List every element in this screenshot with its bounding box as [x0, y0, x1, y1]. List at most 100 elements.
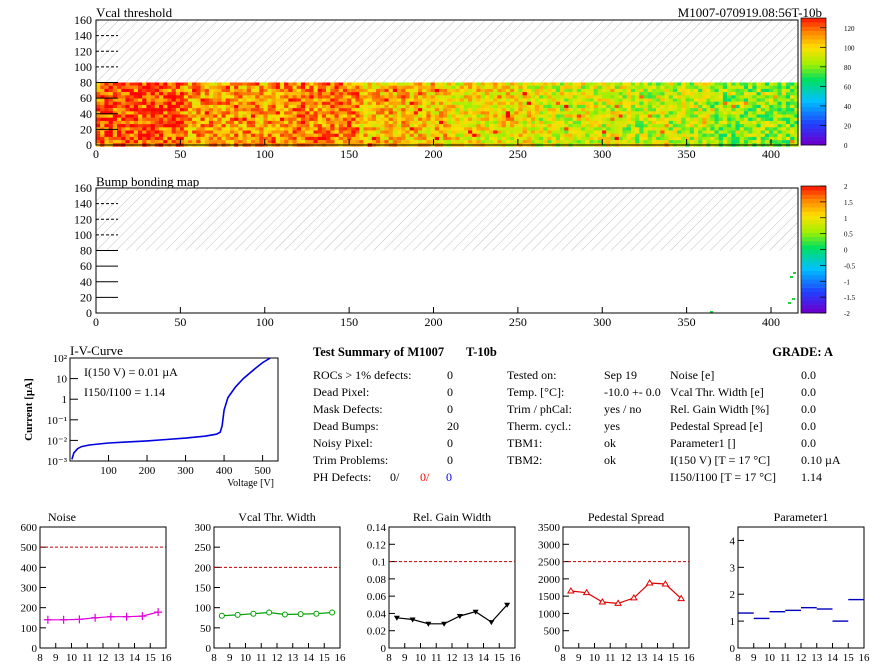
palette-band	[801, 56, 826, 61]
small-y-tick-label: 0.14	[367, 522, 387, 534]
ph-defects-v2: 0/	[420, 470, 430, 484]
small-x-tick-label: 12	[796, 652, 807, 664]
small-y-tick-label: 0	[32, 643, 38, 655]
small-y-tick-label: 100	[195, 603, 212, 615]
small-y-tick-label: 0.02	[367, 626, 386, 638]
summary-left-label: ROCs > 1% defects:	[313, 368, 411, 382]
data-point	[488, 620, 495, 626]
small-y-tick-label: 0	[555, 643, 561, 655]
bump-defect-pixel	[792, 298, 795, 300]
y-tick-label: 80	[80, 76, 92, 90]
palette-band	[801, 77, 826, 82]
summary-mid-value: ok	[604, 453, 616, 467]
x-tick-label: 300	[593, 315, 611, 329]
small-x-tick-label: 15	[145, 652, 157, 664]
y-tick-label: 160	[74, 13, 92, 27]
palette-tick-label: 40	[844, 103, 852, 111]
palette-band	[801, 236, 826, 242]
summary-left-value: 0	[447, 368, 453, 382]
palette-band	[801, 266, 826, 271]
small-chart-title: Noise	[48, 510, 76, 524]
summary-right-value: 1.14	[801, 470, 822, 484]
small-y-tick-label: 2000	[538, 574, 561, 586]
y-tick-label: 20	[80, 122, 92, 136]
x-tick-label: 150	[340, 147, 358, 161]
palette-band	[801, 115, 826, 120]
small-chart-frame	[213, 526, 341, 649]
y-tick-label: 0	[86, 138, 92, 152]
small-x-tick-label: 16	[335, 652, 347, 664]
ph-defects-v3: 0	[446, 470, 452, 484]
color-palette: 2 1.5 1 0.5 0 -0.5 -1 -1.5 -2	[800, 183, 856, 318]
x-tick-label: 200	[425, 315, 443, 329]
small-y-tick-label: 200	[21, 603, 38, 615]
y-tick-label: 80	[80, 244, 92, 258]
summary-left-label: Trim Problems:	[313, 453, 388, 467]
summary-left-value: 0	[447, 402, 453, 416]
data-point	[456, 614, 463, 620]
palette-tick-label: -0.5	[844, 262, 856, 270]
summary-right-label: Rel. Gain Width [%]	[670, 402, 769, 416]
summary-right-value: 0.0	[801, 402, 816, 416]
small-x-tick-label: 16	[684, 652, 696, 664]
palette-band	[801, 296, 826, 301]
small-x-tick-label: 8	[560, 652, 566, 664]
palette-band	[801, 102, 826, 108]
data-point	[313, 610, 320, 617]
palette-band	[801, 111, 826, 116]
y-tick-label: 140	[74, 29, 92, 43]
small-y-tick-label: 500	[21, 542, 38, 554]
palette-band	[801, 308, 826, 314]
summary-mid-value: ok	[604, 436, 616, 450]
data-point	[154, 608, 163, 617]
palette-band	[801, 43, 826, 48]
x-tick-label: 150	[340, 315, 358, 329]
small-chart-vcal-thr-width: Vcal Thr. Width 0 50 100 150 200 250 300 8 9 10 11 1…	[195, 510, 347, 664]
small-y-tick-label: 0.08	[367, 574, 387, 586]
palette-tick-label: 20	[844, 122, 852, 130]
summary-right-value: 0.0	[801, 385, 816, 399]
small-x-tick-label: 14	[652, 652, 664, 664]
summary-left-label: Mask Defects:	[313, 402, 383, 416]
palette-band	[801, 245, 826, 250]
small-y-tick-label: 3	[730, 562, 736, 574]
palette-band	[801, 64, 826, 70]
small-x-tick-label: 8	[37, 652, 43, 664]
data-point	[43, 615, 52, 624]
y-tick-label: 40	[80, 107, 92, 121]
color-palette: 120 100 80 60 40 20 0	[800, 17, 855, 150]
small-x-tick-label: 11	[605, 652, 616, 664]
iv-series-line	[71, 357, 271, 460]
small-y-tick-label: 200	[195, 562, 212, 574]
small-x-tick-label: 12	[272, 652, 283, 664]
palette-band	[801, 241, 826, 246]
iv-x-tick-label: 100	[100, 465, 117, 477]
summary-right-label: Parameter1 []	[670, 436, 736, 450]
small-x-tick-label: 8	[735, 652, 741, 664]
small-x-tick-label: 16	[859, 652, 871, 664]
palette-band	[801, 249, 826, 255]
small-x-tick-label: 14	[827, 652, 839, 664]
small-chart-title: Vcal Thr. Width	[238, 510, 315, 524]
palette-band	[801, 51, 826, 57]
iv-annotation-i150: I(150 V) = 0.01 µA	[84, 365, 178, 379]
vcal-threshold-title: Vcal threshold	[96, 5, 173, 20]
empty-region-hatch	[96, 188, 798, 251]
small-y-tick-label: 4	[730, 535, 736, 547]
grade-label: GRADE: A	[772, 345, 833, 359]
palette-band	[801, 198, 826, 204]
data-point	[614, 599, 623, 606]
small-x-tick-label: 9	[402, 652, 408, 664]
x-tick-label: 200	[425, 147, 443, 161]
palette-band	[801, 283, 826, 288]
palette-band	[801, 274, 826, 280]
palette-tick-label: 120	[844, 25, 855, 33]
small-y-tick-label: 600	[21, 522, 38, 534]
iv-curve-chart: I-V-Curve 10² 10 1 10⁻¹ 10⁻² 10⁻³ 100 200 300 400…	[23, 343, 279, 489]
small-y-tick-label: 300	[195, 522, 212, 534]
small-y-tick-label: 400	[21, 562, 38, 574]
data-point	[218, 612, 225, 619]
x-tick-label: 350	[678, 147, 696, 161]
